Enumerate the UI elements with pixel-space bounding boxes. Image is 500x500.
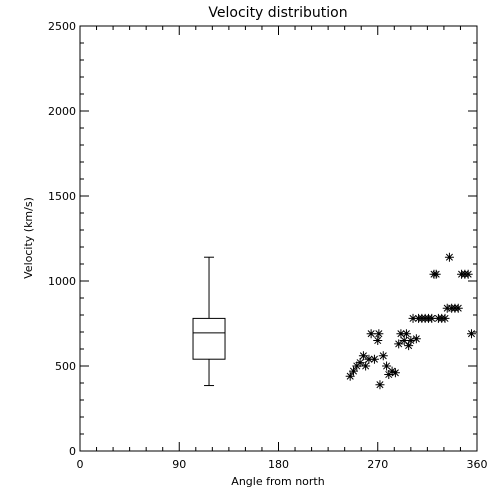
data-point	[427, 313, 437, 323]
y-tick-labels: 0 500 1000 1500 2000 2500	[48, 20, 76, 458]
data-point	[364, 354, 374, 364]
data-point	[399, 336, 409, 345]
x-tick-label-180: 180	[268, 458, 289, 471]
x-tick-label-90: 90	[172, 458, 186, 471]
y-tick-label-0: 0	[69, 445, 76, 458]
x-tick-label-360: 360	[467, 458, 488, 471]
data-point	[378, 351, 388, 361]
box-iqr	[192, 317, 226, 360]
data-point	[387, 366, 397, 376]
data-point	[352, 361, 362, 371]
plot-frame	[79, 25, 478, 452]
data-point	[345, 371, 355, 381]
data-point	[384, 370, 394, 379]
data-point	[348, 366, 358, 376]
velocity-boxplot	[192, 256, 226, 387]
data-points	[345, 252, 476, 390]
y-axis-title: Velocity (km/s)	[22, 197, 35, 279]
data-point	[401, 329, 411, 339]
data-point	[453, 303, 463, 313]
data-point	[404, 341, 414, 351]
data-point	[444, 252, 454, 262]
x-tick-labels: 0 90 180 270 360	[77, 458, 488, 471]
data-point	[366, 329, 376, 339]
data-point	[369, 354, 379, 364]
data-point	[408, 313, 418, 323]
data-point	[396, 329, 406, 339]
x-tick-label-0: 0	[77, 458, 84, 471]
data-point	[411, 334, 421, 344]
y-tick-label-2500: 2500	[48, 20, 76, 33]
data-point	[431, 269, 441, 279]
data-point	[361, 361, 371, 371]
x-tick-label-270: 270	[367, 458, 388, 471]
data-point	[463, 269, 473, 279]
y-tick-label-2000: 2000	[48, 105, 76, 118]
data-point	[382, 361, 392, 371]
data-point	[440, 313, 450, 323]
y-tick-label-500: 500	[55, 360, 76, 373]
y-tick-label-1500: 1500	[48, 190, 76, 203]
data-point	[375, 380, 385, 390]
data-point	[374, 329, 384, 339]
axis-ticks	[79, 25, 478, 452]
data-point	[355, 358, 365, 368]
data-point	[373, 336, 383, 345]
chart-title: Velocity distribution	[208, 5, 347, 21]
data-point	[406, 336, 416, 345]
data-point	[390, 368, 400, 378]
data-point	[358, 351, 368, 361]
data-point	[466, 329, 476, 339]
x-axis-title: Angle from north	[231, 475, 324, 488]
y-tick-label-1000: 1000	[48, 275, 76, 288]
data-point	[394, 339, 404, 349]
